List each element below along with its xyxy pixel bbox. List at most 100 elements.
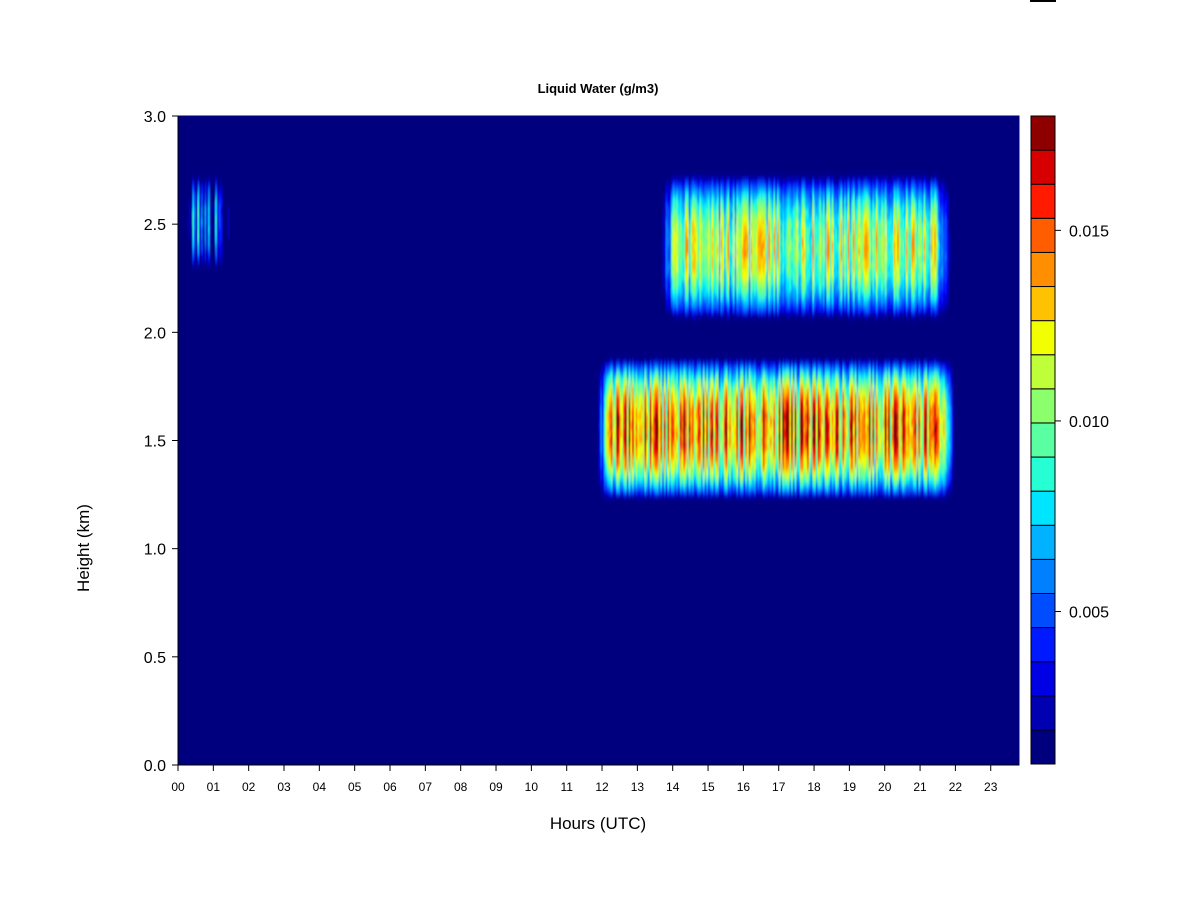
heatmap-cell (745, 310, 748, 316)
heatmap-cell (776, 206, 780, 212)
heatmap-cell (905, 315, 909, 320)
heatmap-cell (193, 224, 197, 229)
heatmap-cell (750, 176, 753, 182)
heatmap-cell (776, 176, 780, 182)
heatmap-cell (854, 254, 857, 260)
heatmap-cell (912, 245, 916, 251)
heatmap-cell (761, 176, 764, 182)
heatmap-cell (831, 258, 834, 264)
heatmap-cell (817, 180, 820, 186)
heatmap-cell (831, 310, 834, 316)
heatmap-cell (693, 284, 697, 290)
heatmap-cell (865, 237, 868, 242)
heatmap-cell (849, 241, 852, 247)
heatmap-cell (688, 215, 691, 221)
heatmap-cell (854, 258, 857, 264)
heatmap-cell (849, 276, 852, 281)
heatmap-cell (776, 302, 780, 307)
heatmap-cell (676, 198, 679, 203)
heatmap-cell (900, 237, 903, 242)
heatmap-cell (792, 263, 796, 268)
heatmap-cell (787, 185, 790, 190)
heatmap-cell (681, 241, 684, 247)
heatmap-cell (890, 245, 893, 251)
heatmap-cell (759, 189, 762, 195)
heatmap-cell (676, 215, 679, 221)
heatmap-cell (902, 215, 905, 221)
heatmap-cell (840, 232, 843, 238)
heatmap-cell (672, 310, 675, 316)
heatmap-cell (745, 224, 748, 229)
heatmap-cell (663, 193, 667, 199)
heatmap-cell (784, 202, 787, 208)
heatmap-cell (792, 215, 796, 221)
heatmap-cell (723, 228, 727, 234)
heatmap-cell (865, 180, 868, 186)
heatmap-cell (706, 302, 709, 307)
heatmap-cell (771, 289, 774, 294)
heatmap-cell (748, 219, 751, 225)
heatmap-cell (798, 219, 801, 225)
heatmap-cell (819, 237, 822, 242)
heatmap-cell (886, 297, 889, 303)
heatmap-cell (731, 284, 734, 290)
heatmap-cell (886, 245, 889, 251)
heatmap-cell (192, 258, 195, 264)
heatmap-cell (685, 310, 688, 316)
heatmap-cell (667, 245, 670, 251)
heatmap-cell (771, 180, 774, 186)
heatmap-cell (678, 241, 681, 247)
heatmap-cell (867, 224, 870, 229)
heatmap-cell (867, 198, 870, 203)
heatmap-cell (683, 232, 686, 238)
heatmap-cell (683, 284, 686, 290)
heatmap-cell (838, 193, 841, 199)
heatmap-cell (200, 224, 204, 229)
heatmap-cell (729, 245, 732, 251)
heatmap-cell (748, 289, 751, 294)
heatmap-cell (867, 185, 870, 190)
heatmap-cell (665, 211, 668, 216)
heatmap-cell (856, 271, 859, 277)
heatmap-cell (819, 250, 822, 255)
heatmap-cell (769, 254, 773, 260)
heatmap-cell (893, 202, 896, 208)
heatmap-cell (784, 232, 787, 238)
heatmap-cell (678, 258, 681, 264)
heatmap-cell (824, 310, 827, 316)
heatmap-cell (912, 206, 916, 212)
heatmap-cell (697, 211, 700, 216)
heatmap-cell (851, 293, 854, 299)
heatmap-cell (824, 198, 827, 203)
heatmap-cell (690, 202, 693, 208)
heatmap-cell (699, 306, 702, 312)
heatmap-cell (704, 284, 707, 290)
heatmap-cell (704, 310, 707, 316)
heatmap-cell (670, 284, 674, 290)
heatmap-cell (842, 280, 845, 286)
heatmap-cell (725, 284, 728, 290)
heatmap-cell (799, 224, 803, 229)
heatmap-cell (789, 189, 792, 195)
heatmap-cell (831, 224, 834, 229)
heatmap-cell (716, 306, 720, 312)
heatmap-cell (810, 267, 813, 273)
heatmap-cell (812, 202, 815, 208)
heatmap-cell (667, 302, 670, 307)
heatmap-cell (872, 310, 875, 316)
heatmap-cell (822, 237, 826, 242)
heatmap-cell (745, 241, 748, 247)
heatmap-cell (778, 211, 781, 216)
heatmap-cell (780, 310, 783, 316)
heatmap-cell (723, 280, 727, 286)
heatmap-cell (829, 254, 833, 260)
heatmap-cell (782, 284, 785, 290)
heatmap-cell (197, 176, 200, 182)
heatmap-cell (773, 202, 776, 208)
heatmap-cell (750, 232, 753, 238)
heatmap-cell (872, 228, 875, 234)
heatmap-cell (764, 219, 767, 225)
heatmap-cell (858, 302, 861, 307)
heatmap-cell (700, 241, 704, 247)
heatmap-cell (670, 185, 674, 190)
